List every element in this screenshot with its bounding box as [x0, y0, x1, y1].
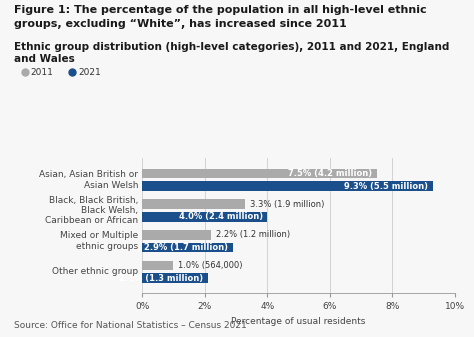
- Text: 2.2% (1.2 million): 2.2% (1.2 million): [216, 230, 290, 239]
- Text: 2.1% (1.3 million): 2.1% (1.3 million): [119, 274, 203, 283]
- Text: 9.3% (5.5 million): 9.3% (5.5 million): [345, 182, 428, 191]
- Bar: [142, 181, 433, 191]
- Text: Ethnic group distribution (high-level categories), 2011 and 2021, England: Ethnic group distribution (high-level ca…: [14, 42, 450, 52]
- Bar: [142, 168, 377, 178]
- Text: 4.0% (2.4 million): 4.0% (2.4 million): [179, 212, 263, 221]
- X-axis label: Percentage of usual residents: Percentage of usual residents: [231, 317, 366, 326]
- Bar: [142, 199, 246, 209]
- Text: Source: Office for National Statistics – Census 2021: Source: Office for National Statistics –…: [14, 320, 247, 330]
- Text: groups, excluding “White”, has increased since 2011: groups, excluding “White”, has increased…: [14, 19, 347, 29]
- Text: and Wales: and Wales: [14, 54, 75, 64]
- Text: 2.9% (1.7 million): 2.9% (1.7 million): [144, 243, 228, 252]
- Bar: [142, 273, 208, 283]
- Bar: [142, 261, 173, 270]
- Text: 7.5% (4.2 million): 7.5% (4.2 million): [288, 169, 372, 178]
- Bar: [142, 212, 267, 222]
- Text: 2011: 2011: [31, 68, 54, 77]
- Text: 1.0% (564,000): 1.0% (564,000): [178, 261, 243, 270]
- Text: 2021: 2021: [78, 68, 101, 77]
- Bar: [142, 230, 211, 240]
- Bar: [142, 243, 233, 252]
- Text: Figure 1: The percentage of the population in all high-level ethnic: Figure 1: The percentage of the populati…: [14, 5, 427, 15]
- Text: 3.3% (1.9 million): 3.3% (1.9 million): [250, 200, 325, 209]
